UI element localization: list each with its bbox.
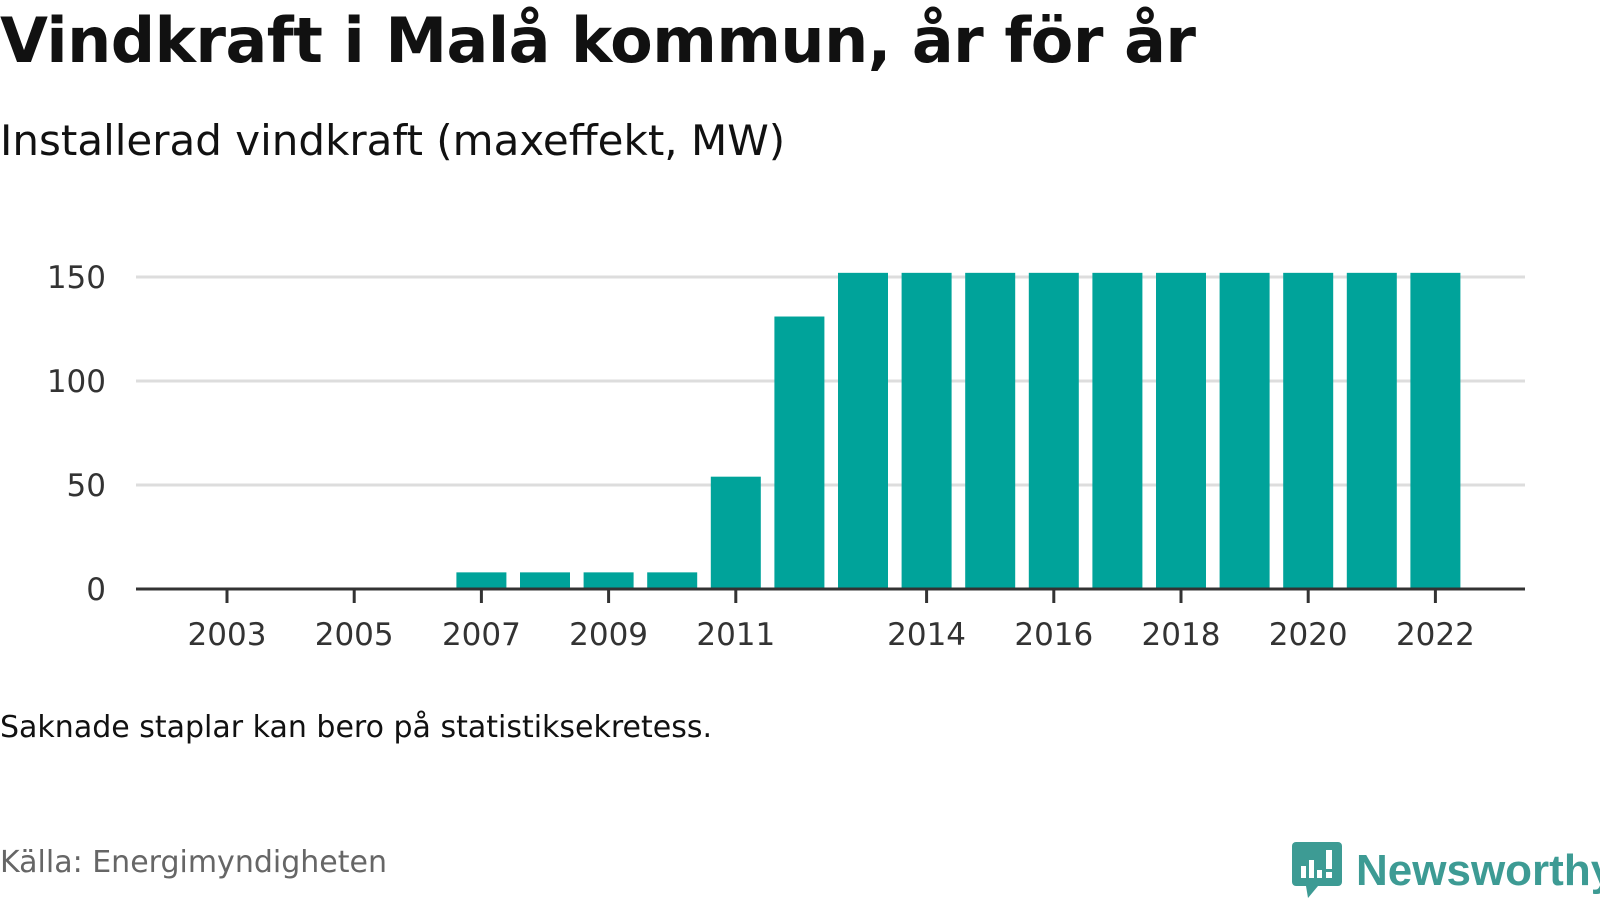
bar-2014 [901,272,952,589]
y-tick-label-150: 150 [47,260,106,296]
bar-chart: 0 50 100 150 2003 2005 2007 2009 2011 2014 2016 201… [47,260,1525,653]
bar-2015 [965,272,1016,589]
bar-2021 [1346,272,1397,589]
x-tick-label-2005: 2005 [315,617,394,653]
bar-2010 [647,572,698,589]
x-tick-label-2003: 2003 [188,617,267,653]
x-tick-label-2009: 2009 [569,617,648,653]
bar-2009 [583,572,634,589]
x-tick-label-2020: 2020 [1269,617,1348,653]
source-credit: Källa: Energimyndigheten [0,845,387,880]
bar-2007 [456,572,507,589]
footnote: Saknade staplar kan bero på statistiksek… [0,710,713,745]
y-tick-label-0: 0 [86,572,106,608]
newsworthy-chart-bubble-icon [1292,842,1342,898]
bar-2008 [520,572,570,589]
x-tick-label-2016: 2016 [1014,617,1093,653]
x-tick-label-2022: 2022 [1396,617,1475,653]
bar-2012 [774,316,825,589]
x-tick-label-2007: 2007 [442,617,521,653]
axes: 0 50 100 150 2003 2005 2007 2009 2011 2014 2016 201… [47,260,1525,653]
newsworthy-logo: Newsworthy [1292,842,1600,900]
bar-2022 [1410,272,1461,589]
bar-2011 [710,476,761,589]
bar-2016 [1028,272,1079,589]
bar-2018 [1156,272,1206,589]
y-tick-label-100: 100 [47,364,106,400]
chart-title: Vindkraft i Malå kommun, år för år [0,4,1196,77]
chart-subtitle: Installerad vindkraft (maxeffekt, MW) [0,116,786,165]
x-tick-label-2011: 2011 [696,617,775,653]
x-tick-label-2014: 2014 [887,617,966,653]
y-tick-label-50: 50 [67,468,106,504]
bar-2017 [1092,272,1143,589]
bars [456,272,1461,589]
bar-2020 [1283,272,1334,589]
bar-2019 [1219,272,1270,589]
x-tick-label-2018: 2018 [1142,617,1221,653]
bar-2013 [838,272,888,589]
logo-wordmark: Newsworthy [1356,846,1600,895]
